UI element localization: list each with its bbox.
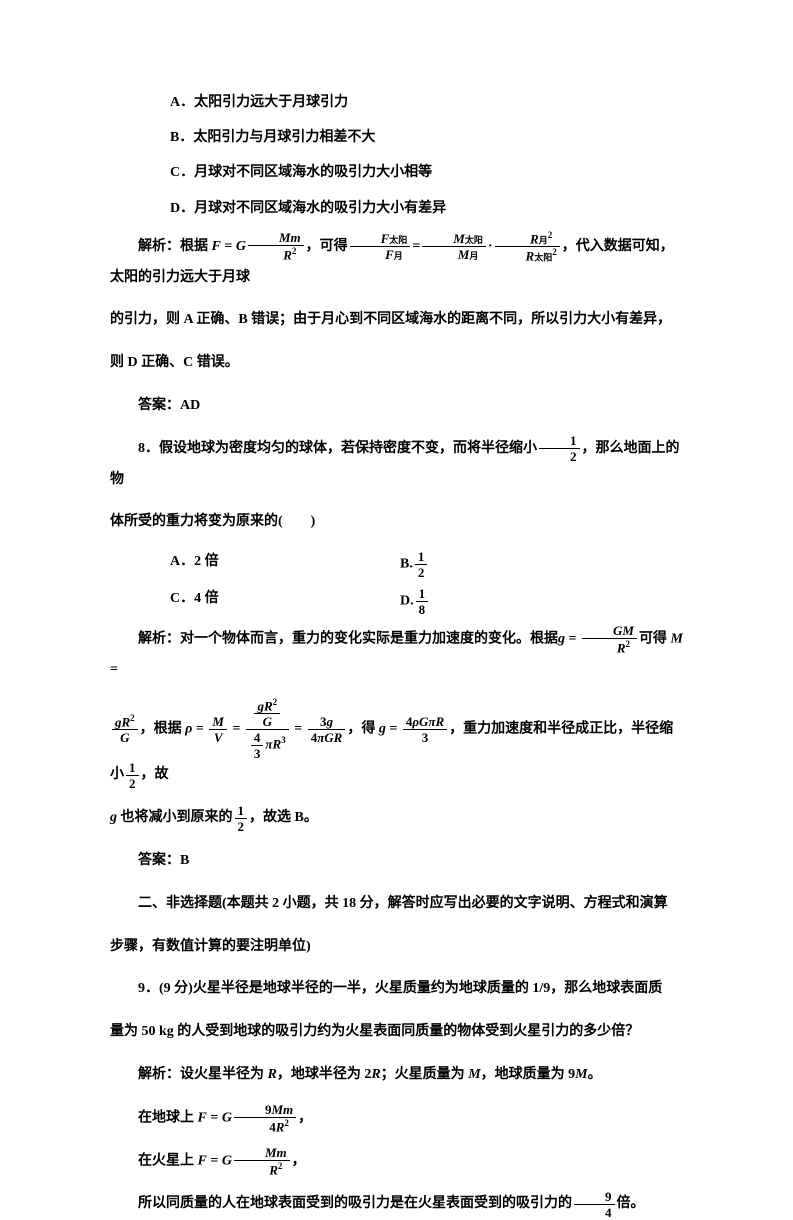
text: 在地球上	[138, 1110, 198, 1125]
text: ，根据	[140, 722, 182, 737]
text: 在火星上	[138, 1153, 198, 1168]
question-8-line2: 体所受的重力将变为原来的( )	[110, 507, 683, 538]
option-b: B．太阳引力与月球引力相差不大	[170, 125, 683, 150]
explanation-q8-line3: g 也将减小到原来的12，故选 B。	[110, 803, 683, 834]
q8-option-b: B.12	[400, 550, 429, 579]
q8-option-a: A．2 倍	[170, 550, 400, 579]
text: ，故选 B。	[249, 810, 318, 825]
q8-options-row2: C．4 倍 D.18	[170, 587, 683, 616]
explanation-q8-line2: gR2G，根据 ρ = MV = gR2G43πR3 = 3g4πGR，得 g …	[110, 698, 683, 791]
explanation-q9-conclusion: 所以同质量的人在地球表面受到的吸引力是在火星表面受到的吸引力的94倍。	[110, 1189, 683, 1220]
text: 解析：设火星半径为	[138, 1067, 268, 1082]
text: 。	[588, 1067, 602, 1082]
question-9-line1: 9．(9 分)火星半径是地球半径的一半，火星质量约为地球质量的 1/9，那么地球…	[110, 974, 683, 1005]
explanation-q7-line2: 的引力，则 A 正确、B 错误；由于月心到不同区域海水的距离不同，所以引力大小有…	[110, 305, 683, 336]
text: 也将减小到原来的	[117, 810, 233, 825]
explanation-q8-line1: 解析：对一个物体而言，重力的变化实际是重力加速度的变化。根据g = GMR2可得…	[110, 624, 683, 686]
text: ，可得	[306, 239, 348, 254]
text: ，地球质量为 9	[481, 1067, 576, 1082]
q8-options-row1: A．2 倍 B.12	[170, 550, 683, 579]
explanation-q9-mars: 在火星上 F = GMmR2，	[110, 1146, 683, 1177]
text: ，故	[141, 767, 169, 782]
text: 倍。	[617, 1196, 645, 1211]
explanation-q7-line1: 解析：根据 F = GMmR2，可得F太阳F月=M太阳M月·R月2R太阳2，代入…	[110, 231, 683, 294]
text: ，得	[347, 722, 375, 737]
text: 解析：根据	[138, 239, 212, 254]
text: ，重力加速度和半径成正比，半径缩小	[110, 722, 673, 783]
section-2-line1: 二、非选择题(本题共 2 小题，共 18 分，解答时应写出必要的文字说明、方程式…	[110, 889, 683, 920]
section-2-line2: 步骤，有数值计算的要注明单位)	[110, 932, 683, 963]
explanation-q7-line3: 则 D 正确、C 错误。	[110, 348, 683, 379]
explanation-q9-line1: 解析：设火星半径为 R，地球半径为 2R；火星质量为 M，地球质量为 9M。	[110, 1060, 683, 1091]
text: 所以同质量的人在地球表面受到的吸引力是在火星表面受到的吸引力的	[138, 1196, 572, 1211]
option-d: D．月球对不同区域海水的吸引力大小有差异	[170, 196, 683, 221]
question-9-line2: 量为 50 kg 的人受到地球的吸引力约为火星表面同质量的物体受到火星引力的多少…	[110, 1017, 683, 1048]
text: 8．假设地球为密度均匀的球体，若保持密度不变，而将半径缩小	[138, 441, 537, 456]
explanation-q9-earth: 在地球上 F = G9Mm4R2，	[110, 1103, 683, 1134]
option-c: C．月球对不同区域海水的吸引力大小相等	[170, 160, 683, 185]
answer-q7: 答案：AD	[110, 391, 683, 422]
q8-option-c: C．4 倍	[170, 587, 400, 616]
text: ，地球半径为 2	[277, 1067, 372, 1082]
answer-q8: 答案：B	[110, 846, 683, 877]
option-a: A．太阳引力远大于月球引力	[170, 90, 683, 115]
question-8-line1: 8．假设地球为密度均匀的球体，若保持密度不变，而将半径缩小12，那么地面上的物	[110, 434, 683, 496]
q8-option-d: D.18	[400, 587, 430, 616]
text: ；火星质量为	[381, 1067, 469, 1082]
text: 解析：对一个物体而言，重力的变化实际是重力加速度的变化。根据	[138, 632, 558, 647]
text: 可得	[639, 632, 667, 647]
